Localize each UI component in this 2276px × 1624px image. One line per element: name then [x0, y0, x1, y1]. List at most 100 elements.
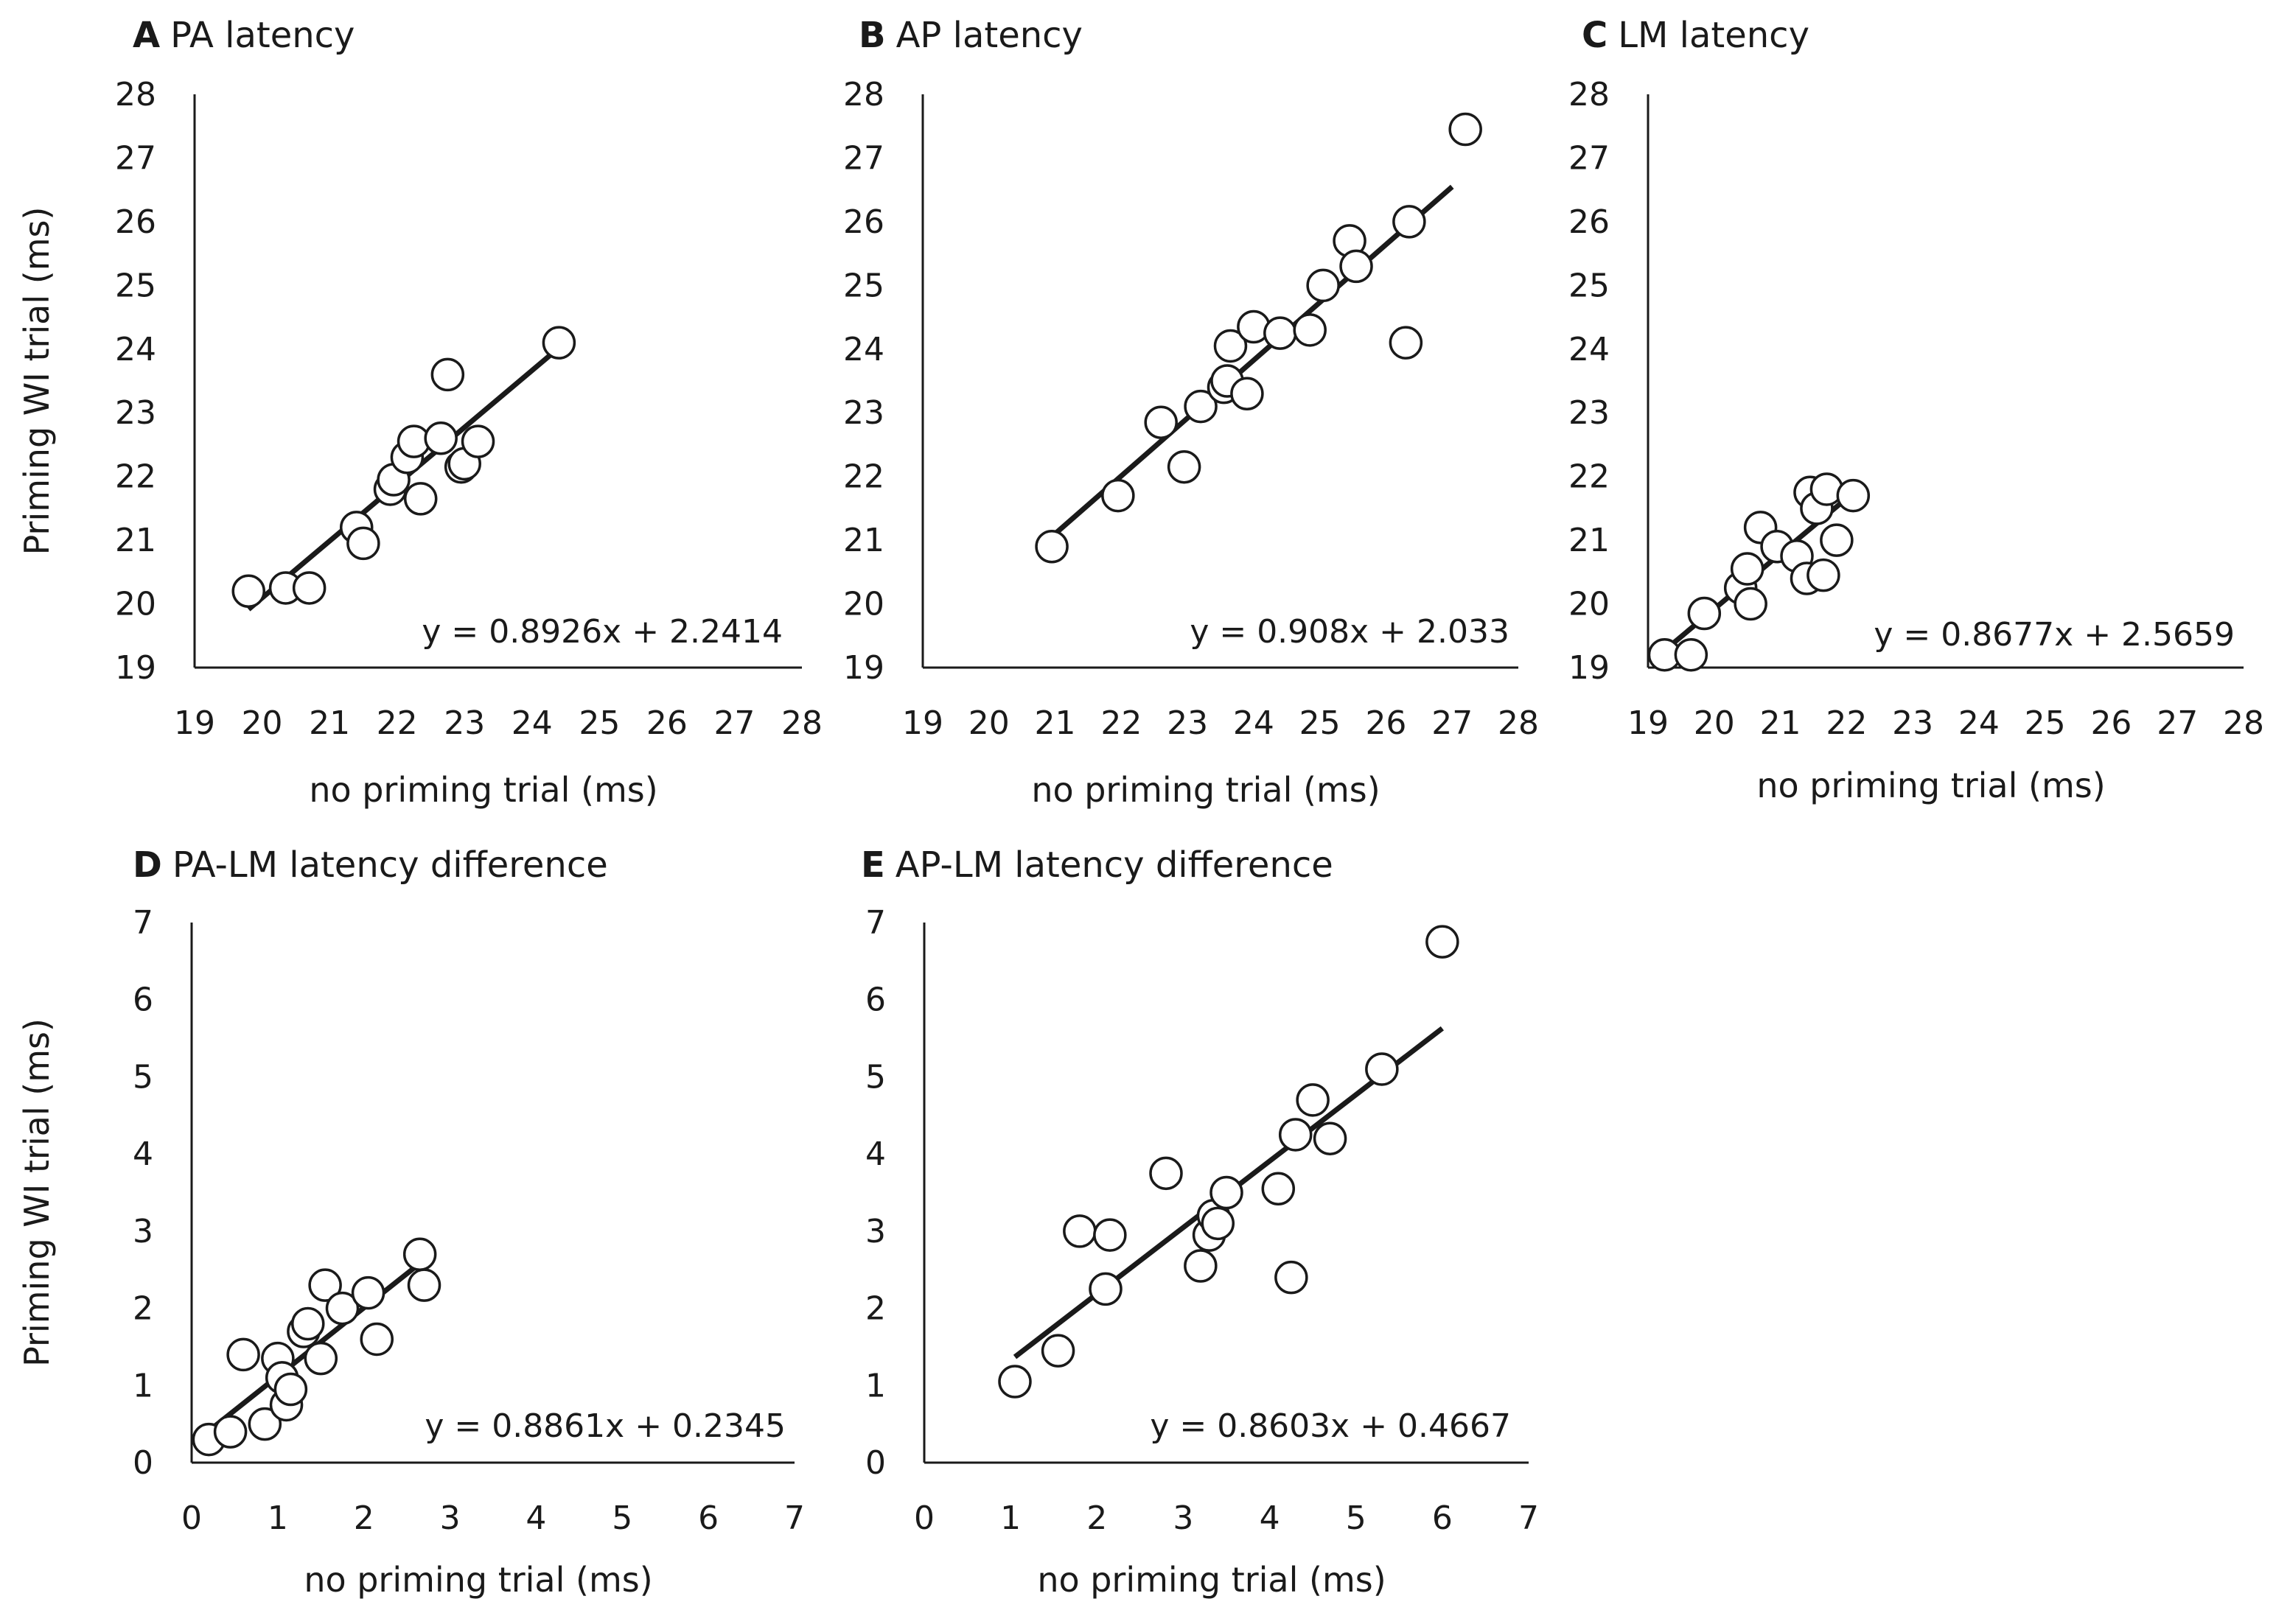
regression-equation: y = 0.8926x + 2.2414	[422, 613, 783, 651]
data-point	[424, 421, 458, 455]
panel-title: B AP latency	[859, 15, 1083, 56]
y-tick-label: 26	[1568, 203, 1610, 241]
data-point	[1687, 596, 1722, 631]
data-point	[1313, 1121, 1347, 1155]
y-tick-label: 27	[115, 139, 156, 177]
data-point	[346, 526, 380, 561]
x-tick-label: 7	[784, 1499, 805, 1537]
y-tick-label: 27	[1568, 139, 1610, 177]
data-point	[351, 1275, 385, 1310]
x-tick-label: 28	[781, 704, 823, 742]
y-tick-label: 3	[865, 1213, 886, 1250]
x-tick-label: 21	[1035, 704, 1076, 742]
x-tick-label: 25	[1299, 704, 1341, 742]
x-tick-label: 5	[1346, 1499, 1366, 1537]
data-point	[1820, 523, 1854, 557]
y-tick-label: 22	[843, 458, 884, 496]
data-point	[1365, 1052, 1399, 1086]
data-point	[291, 1306, 325, 1341]
y-tick-label: 20	[115, 586, 156, 623]
x-tick-label: 20	[968, 704, 1010, 742]
x-tick-label: 26	[646, 704, 688, 742]
panel-title-text: AP-LM latency difference	[896, 844, 1333, 886]
x-axis-title: no priming trial (ms)	[309, 770, 657, 810]
x-tick-label: 27	[713, 704, 755, 742]
data-point	[1101, 478, 1135, 513]
x-tick-label: 6	[1432, 1499, 1453, 1537]
x-tick-label: 20	[242, 704, 283, 742]
y-tick-label: 1	[133, 1367, 153, 1404]
y-tick-label: 25	[1568, 267, 1610, 304]
y-tick-label: 22	[1568, 458, 1610, 496]
y-tick-label: 25	[115, 267, 156, 304]
x-axis-title: no priming trial (ms)	[1031, 770, 1380, 810]
x-tick-label: 26	[1365, 704, 1406, 742]
y-tick-label: 20	[1568, 586, 1610, 623]
panel-letter: B	[859, 15, 886, 56]
y-tick-label: 21	[1568, 522, 1610, 559]
x-tick-label: 25	[579, 704, 620, 742]
data-point	[1306, 268, 1340, 303]
panel-letter: E	[861, 844, 885, 886]
panel-letter: C	[1582, 15, 1607, 56]
x-tick-label: 0	[914, 1499, 935, 1537]
x-tick-label: 2	[1086, 1499, 1107, 1537]
x-tick-label: 2	[354, 1499, 374, 1537]
y-tick-label: 26	[115, 203, 156, 241]
data-point	[1730, 552, 1764, 586]
data-point	[360, 1322, 394, 1357]
data-point	[248, 1407, 282, 1441]
data-point	[1213, 329, 1248, 363]
x-tick-label: 24	[1233, 704, 1274, 742]
data-point	[1063, 1214, 1097, 1248]
data-point	[1392, 205, 1426, 239]
data-point	[430, 357, 465, 392]
x-tick-label: 22	[1826, 704, 1867, 742]
data-point	[1296, 1083, 1330, 1117]
data-point	[1293, 313, 1327, 347]
y-tick-label: 26	[843, 203, 884, 241]
x-tick-label: 27	[1431, 704, 1473, 742]
y-tick-label: 28	[1568, 76, 1610, 113]
y-tick-label: 2	[133, 1290, 153, 1328]
data-point	[1035, 530, 1069, 564]
data-point	[1448, 112, 1482, 147]
x-axis-title: no priming trial (ms)	[1756, 766, 2105, 805]
x-tick-label: 0	[181, 1499, 202, 1537]
regression-equation: y = 0.8677x + 2.5659	[1874, 616, 2235, 654]
y-tick-label: 3	[133, 1213, 153, 1250]
data-point	[292, 571, 327, 605]
data-point	[213, 1415, 248, 1449]
y-tick-label: 27	[843, 139, 884, 177]
panel-title-text: AP latency	[896, 15, 1083, 56]
regression-equation: y = 0.8603x + 0.4667	[1150, 1407, 1511, 1445]
data-point	[1167, 449, 1201, 484]
x-tick-label: 1	[268, 1499, 288, 1537]
trendline	[1050, 184, 1454, 539]
data-point	[1209, 1175, 1243, 1210]
x-tick-label: 19	[174, 704, 215, 742]
panel-title: E AP-LM latency difference	[861, 844, 1333, 886]
x-tick-label: 28	[1498, 704, 1539, 742]
data-point	[998, 1365, 1032, 1399]
data-point	[1425, 925, 1459, 959]
x-tick-label: 26	[2090, 704, 2132, 742]
data-point	[308, 1268, 342, 1302]
x-axis-title: no priming trial (ms)	[304, 1560, 652, 1600]
y-tick-label: 24	[115, 331, 156, 368]
y-tick-label: 25	[843, 267, 884, 304]
y-tick-label: 24	[1568, 331, 1610, 368]
y-tick-label: 19	[1568, 649, 1610, 687]
data-point	[461, 424, 495, 458]
x-tick-label: 23	[444, 704, 485, 742]
data-point	[1184, 389, 1218, 424]
data-point	[1261, 1172, 1296, 1206]
x-tick-label: 21	[1760, 704, 1801, 742]
data-point	[1144, 405, 1178, 439]
data-point	[226, 1337, 260, 1372]
y-tick-label: 4	[865, 1135, 886, 1173]
y-tick-label: 23	[843, 394, 884, 432]
y-tick-label: 24	[843, 331, 884, 368]
y-tick-label: 0	[133, 1444, 153, 1482]
